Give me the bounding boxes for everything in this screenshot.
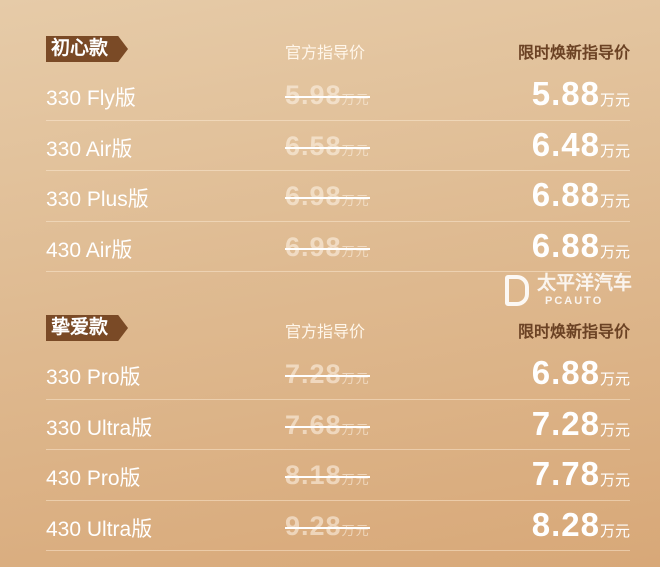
promo-price: 6.88万元: [531, 354, 630, 391]
watermark-subtext: PCAUTO: [545, 295, 604, 307]
official-price: 5.98万元: [285, 80, 370, 110]
promo-price-header: 限时焕新指导价: [517, 45, 630, 62]
price-row: 330 Ultra版 7.68万元 7.28万元: [46, 400, 630, 450]
watermark-text: 太平洋汽车: [537, 273, 633, 294]
trim-name: 430 Pro版: [46, 467, 141, 490]
trim-name: 330 Ultra版: [46, 416, 153, 440]
price-row: 330 Fly版 5.98万元 5.88万元: [46, 70, 630, 121]
pcauto-watermark: 太平洋汽车 PCAUTO: [505, 273, 635, 308]
price-row: 330 Air版 6.58万元 6.48万元: [46, 121, 630, 171]
section-tag: 初心款: [46, 36, 129, 62]
price-row: 330 Pro版 7.28万元 6.88万元: [46, 349, 630, 400]
official-price: 6.98万元: [285, 181, 370, 211]
official-price-header: 官方指导价: [285, 45, 366, 62]
section-chuxin: 初心款 官方指导价 限时焕新指导价 330 Fly版 5.98万元 5.88万元…: [0, 30, 660, 272]
official-price: 8.18万元: [285, 460, 370, 490]
promo-price: 6.48万元: [531, 125, 630, 163]
official-price: 9.28万元: [285, 510, 370, 541]
price-row: 430 Pro版 8.18万元 7.78万元: [46, 450, 630, 501]
price-row: 430 Ultra版 9.28万元 8.28万元: [46, 501, 630, 551]
promo-price-header: 限时焕新指导价: [517, 324, 630, 341]
official-price: 6.58万元: [285, 130, 370, 161]
promo-price: 6.88万元: [531, 176, 630, 213]
section-zhiai: 挚爱款 官方指导价 限时焕新指导价 330 Pro版 7.28万元 6.88万元…: [0, 309, 660, 551]
price-row: 430 Air版 6.98万元 6.88万元: [46, 222, 630, 272]
promo-price: 7.28万元: [531, 404, 630, 442]
section-tag: 挚爱款: [46, 315, 129, 341]
price-row: 330 Plus版 6.98万元 6.88万元: [46, 171, 630, 222]
promo-price: 8.28万元: [531, 505, 630, 543]
trim-name: 430 Ultra版: [46, 517, 153, 541]
promo-price: 7.78万元: [531, 455, 630, 492]
trim-name: 330 Fly版: [46, 87, 136, 110]
official-price: 7.68万元: [285, 409, 370, 440]
official-price: 7.28万元: [285, 359, 370, 389]
official-price-header: 官方指导价: [285, 324, 366, 341]
pcauto-logo-icon: [505, 275, 529, 306]
trim-name: 330 Pro版: [46, 366, 141, 389]
promo-price: 6.88万元: [531, 226, 630, 264]
official-price: 6.98万元: [285, 231, 370, 262]
trim-name: 330 Air版: [46, 137, 133, 161]
promo-price: 5.88万元: [531, 75, 630, 112]
trim-name: 430 Air版: [46, 238, 133, 262]
trim-name: 330 Plus版: [46, 188, 149, 211]
